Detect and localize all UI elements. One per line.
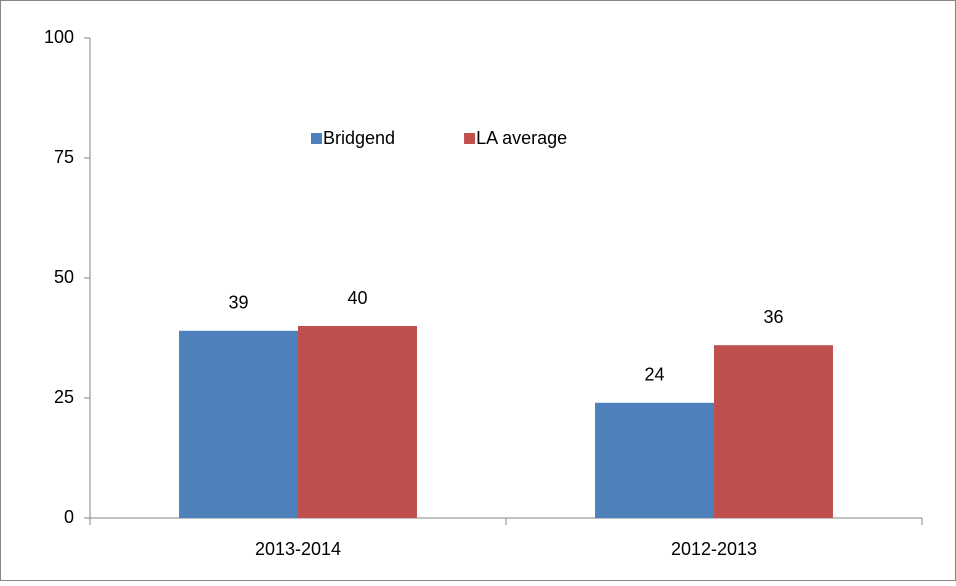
data-label: 24 <box>644 365 664 385</box>
data-label: 36 <box>763 307 783 327</box>
legend-swatch <box>311 133 322 144</box>
data-label: 40 <box>347 288 367 308</box>
y-tick-label: 50 <box>54 267 74 287</box>
bar <box>714 345 833 518</box>
legend-label: Bridgend <box>323 128 395 148</box>
legend-label: LA average <box>476 128 567 148</box>
bar <box>298 326 417 518</box>
legend-swatch <box>464 133 476 144</box>
y-tick-label: 100 <box>44 27 74 47</box>
bar <box>179 330 298 518</box>
y-tick-label: 0 <box>64 507 74 527</box>
x-tick-label: 2013-2014 <box>255 539 341 559</box>
y-tick-label: 25 <box>54 387 74 407</box>
bar <box>595 402 714 518</box>
data-label: 39 <box>228 293 248 313</box>
x-tick-label: 2012-2013 <box>671 539 757 559</box>
y-tick-label: 75 <box>54 147 74 167</box>
